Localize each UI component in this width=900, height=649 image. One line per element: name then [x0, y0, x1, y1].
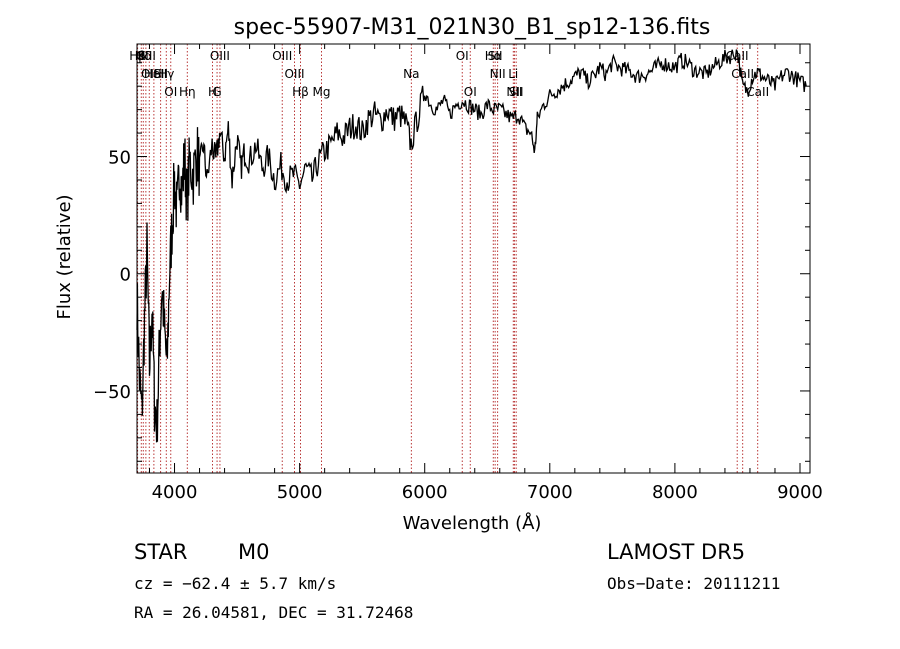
- y-tick-label-1: 0: [120, 265, 131, 286]
- line-label-21: SII: [488, 49, 503, 63]
- y-tick-label-2: 50: [108, 148, 131, 169]
- spectrum-line: [136, 49, 807, 443]
- x-tick-label-0: 4000: [152, 482, 198, 503]
- line-label-19: OI: [464, 85, 477, 99]
- x-tick-label-3: 7000: [527, 482, 573, 503]
- x-tick-label-5: 9000: [777, 482, 823, 503]
- y-tick-label-0: −50: [93, 382, 131, 403]
- line-label-17: Na: [403, 67, 419, 81]
- line-label-6: SII: [153, 67, 168, 81]
- object-class: STAR: [134, 540, 188, 564]
- survey-name: LAMOST DR5: [607, 540, 746, 564]
- spectral-line-markers: [137, 44, 759, 473]
- line-label-12: OIII: [210, 49, 230, 63]
- line-label-24: NII: [506, 85, 522, 99]
- line-label-1: K: [137, 49, 146, 63]
- line-label-14: OIII: [284, 67, 304, 81]
- line-label-10: H: [208, 85, 217, 99]
- line-label-15: Hβ: [292, 85, 309, 99]
- line-label-3: OIII: [136, 49, 156, 63]
- line-label-4: OII: [141, 67, 158, 81]
- line-label-0: Hβ: [129, 49, 146, 63]
- line-label-18: OI: [456, 49, 469, 63]
- line-label-25: SII: [509, 85, 524, 99]
- redshift-cz: cz = −62.4 ± 5.7 km/s: [134, 574, 337, 593]
- chart-title: spec-55907-M31_021N30_B1_sp12-136.fits: [234, 15, 711, 40]
- y-axis-label: Flux (relative): [54, 194, 75, 319]
- x-tick-label-2: 6000: [402, 482, 448, 503]
- line-label-7: Hγ: [158, 67, 174, 81]
- object-subclass: M0: [238, 540, 270, 564]
- line-label-23: Li: [508, 67, 518, 81]
- observation-date: Obs−Date: 20111211: [607, 574, 781, 593]
- spectrum-series: [136, 49, 807, 443]
- line-label-2: Hδ: [135, 49, 151, 63]
- line-label-5: HeI: [144, 67, 164, 81]
- x-axis-ticks: 4000 5000 6000 7000 8000 9000: [149, 44, 823, 503]
- line-label-27: CaII: [731, 67, 754, 81]
- coordinates: RA = 26.04581, DEC = 31.72468: [134, 603, 414, 622]
- line-label-22: NII: [490, 67, 506, 81]
- line-label-9: Hη: [179, 85, 196, 99]
- line-label-20: Hα: [485, 49, 502, 63]
- line-label-13: OIII: [272, 49, 292, 63]
- plot-frame: [136, 43, 811, 474]
- x-tick-label-1: 5000: [277, 482, 323, 503]
- x-axis-label: Wavelength (Å): [403, 512, 542, 534]
- line-label-8: OI: [164, 85, 177, 99]
- line-label-16: Mg: [313, 85, 331, 99]
- line-label-11: G: [212, 85, 221, 99]
- y-axis-ticks: −50 0 50: [93, 62, 810, 462]
- line-label-28: CaII: [746, 85, 769, 99]
- x-tick-label-4: 8000: [652, 482, 698, 503]
